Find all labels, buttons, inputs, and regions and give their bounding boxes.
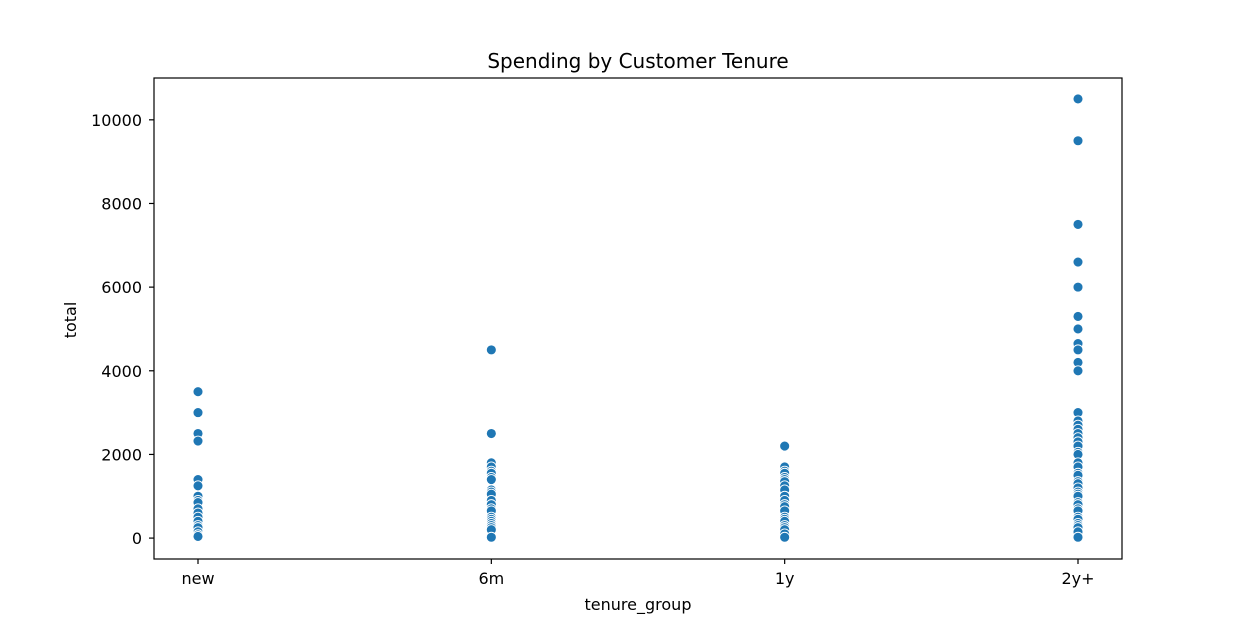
- scatter-point: [779, 440, 791, 452]
- y-tick-label: 0: [132, 529, 142, 548]
- y-tick-label: 10000: [91, 111, 142, 130]
- scatter-point: [1072, 281, 1084, 293]
- scatter-point: [1072, 256, 1084, 268]
- data-points: [192, 93, 1084, 543]
- scatter-point: [1072, 135, 1084, 147]
- scatter-point: [192, 407, 204, 419]
- scatter-point: [1072, 531, 1084, 543]
- chart-title: Spending by Customer Tenure: [487, 49, 788, 73]
- scatter-point: [1072, 218, 1084, 230]
- scatter-point: [192, 435, 204, 447]
- x-tick-label: new: [181, 569, 214, 588]
- scatter-point: [485, 474, 497, 485]
- scatter-point: [485, 531, 497, 543]
- y-tick-label: 8000: [101, 194, 142, 213]
- scatter-point: [192, 386, 204, 398]
- y-tick-label: 2000: [101, 445, 142, 464]
- scatter-point: [192, 530, 204, 542]
- x-axis-ticks: new 6m 1y 2y+: [181, 559, 1095, 588]
- y-axis-label: total: [61, 302, 80, 339]
- scatter-point: [485, 428, 497, 439]
- y-axis-ticks: 0 2000 4000 6000 8000 10000: [91, 111, 154, 548]
- scatter-point: [1072, 365, 1084, 377]
- scatter-point: [485, 344, 497, 356]
- plot-area-frame: [153, 77, 1123, 560]
- scatter-point: [1072, 323, 1084, 335]
- y-tick-label: 4000: [101, 362, 142, 381]
- scatter-point: [1072, 344, 1084, 356]
- x-tick-label: 6m: [478, 569, 504, 588]
- scatter-point: [1072, 93, 1084, 105]
- y-tick-label: 6000: [101, 278, 142, 297]
- x-tick-label: 1y: [775, 569, 795, 588]
- x-axis-label: tenure_group: [585, 595, 692, 615]
- scatter-point: [1072, 310, 1084, 322]
- scatter-point: [779, 531, 791, 543]
- x-tick-label: 2y+: [1061, 569, 1094, 588]
- scatter-point: [192, 480, 204, 492]
